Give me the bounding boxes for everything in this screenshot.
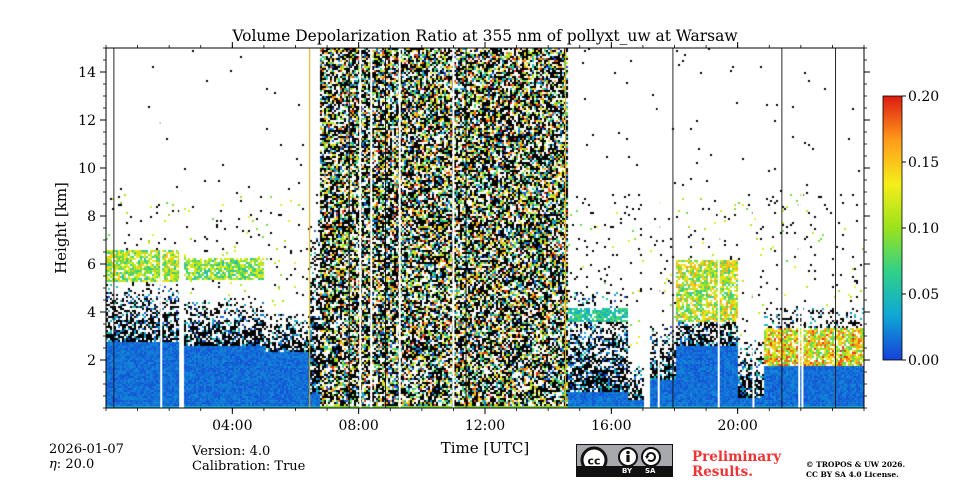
eta-symbol: η [49, 457, 57, 472]
calibration-label: Calibration: [192, 459, 271, 474]
chart-title: Volume Depolarization Ratio at 355 nm of… [231, 27, 738, 45]
colorbar-tick-label: 0.00 [908, 353, 939, 369]
footer-date: 2026-01-07 [49, 442, 124, 457]
x-tick-label: 08:00 [338, 418, 378, 434]
version-label: Version: [192, 444, 246, 459]
footer-version-block: Version: 4.0 Calibration: True [192, 444, 305, 474]
footer-eta: η: 20.0 [49, 457, 95, 472]
eta-value: 20.0 [65, 457, 95, 472]
colorbar-tick-label: 0.10 [908, 221, 939, 237]
preliminary-line-2: Results. [692, 464, 753, 480]
x-tick-label: 12:00 [465, 418, 505, 434]
calibration-value: True [274, 459, 306, 474]
x-tick-label: 16:00 [591, 418, 631, 434]
cc-by-text: BY [622, 467, 633, 475]
y-tick-label: 2 [87, 353, 96, 369]
share-alike-icon [641, 447, 661, 467]
license-line: CC BY SA 4.0 License. [806, 470, 899, 479]
colorbar-tick-label: 0.05 [908, 287, 939, 303]
heatmap-layer [106, 48, 864, 408]
preliminary-notice: Preliminary Results. [692, 450, 781, 480]
y-tick-label: 12 [78, 113, 96, 129]
x-axis-label: Time [UTC] [441, 439, 530, 457]
copyright-line: © TROPOS & UW 2026. [806, 460, 906, 469]
y-tick-label: 4 [87, 305, 96, 321]
colorbar-ticks: 0.00 0.05 0.10 0.15 0.20 [902, 89, 939, 369]
x-tick-label: 20:00 [717, 418, 757, 434]
footer-version: Version: 4.0 [192, 444, 305, 459]
colorbar-tick-label: 0.20 [908, 89, 939, 105]
x-tick-label: 04:00 [212, 418, 252, 434]
cc-license-badge: cc BY SA [576, 444, 673, 477]
footer-calibration: Calibration: True [192, 459, 305, 474]
svg-text:cc: cc [587, 455, 600, 468]
preliminary-line-1: Preliminary [692, 449, 782, 465]
cc-badge-strip: BY SA [577, 466, 672, 476]
y-tick-label: 14 [78, 65, 96, 81]
y-tick-label: 8 [87, 209, 96, 225]
by-person-icon [618, 447, 638, 467]
axes: 04:00 08:00 12:00 16:00 20:00 2 4 6 8 10 12 14 [78, 42, 870, 434]
y-axis-label: Height [km] [52, 182, 70, 274]
y-tick-label: 10 [78, 161, 96, 177]
y-tick-label: 6 [87, 257, 96, 273]
colorbar [882, 95, 903, 361]
license-text: © TROPOS & UW 2026. CC BY SA 4.0 License… [806, 460, 905, 480]
heatmap-image [106, 48, 864, 408]
colorbar-tick-label: 0.15 [908, 155, 939, 171]
footer-date-block: 2026-01-07 η: 20.0 [49, 442, 124, 472]
version-value: 4.0 [249, 444, 271, 459]
cc-sa-text: SA [645, 467, 656, 475]
